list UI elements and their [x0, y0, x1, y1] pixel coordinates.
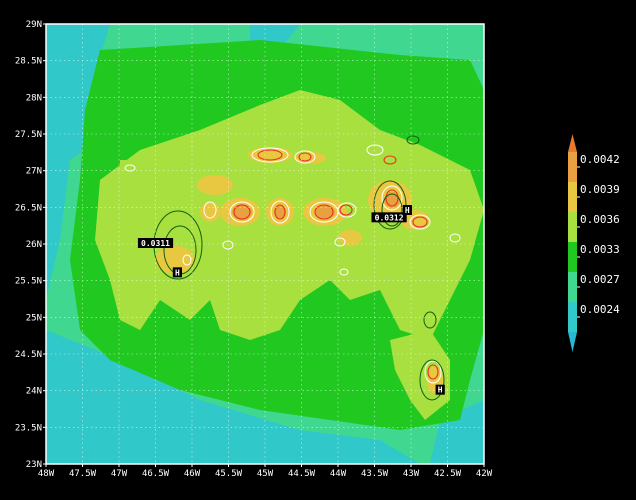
lon-tick-label: 45.5W	[215, 469, 243, 479]
lon-tick-label: 45W	[257, 469, 274, 479]
lat-tick-label: 24.5N	[15, 350, 42, 360]
colorbar-label: 0.0027	[580, 273, 620, 286]
map-plot-area	[46, 24, 484, 464]
latitude-axis: 29N 28.5N 28N 27.5N 27N 26.5N 26N 25.5N 25N 24.5N…	[15, 20, 46, 470]
lat-tick-label: 28.5N	[15, 57, 42, 67]
annotation-box	[172, 267, 182, 278]
annotation-box	[402, 205, 412, 215]
lon-tick-label: 47W	[111, 469, 128, 479]
high-marker: H	[405, 206, 410, 215]
high-marker: H	[438, 386, 443, 395]
lon-tick-label: 47.5W	[69, 469, 97, 479]
colorbar-label: 0.0033	[580, 243, 620, 256]
annotation-box	[137, 238, 174, 248]
lon-tick-label: 46W	[184, 469, 201, 479]
lon-tick-label: 42W	[476, 469, 493, 479]
colorbar-segment	[568, 242, 577, 272]
colorbar-segment	[568, 212, 577, 242]
map-gridlines	[46, 24, 484, 464]
colorbar-segment	[568, 182, 577, 212]
lat-tick-label: 25N	[26, 313, 42, 323]
annotation-box	[435, 384, 445, 395]
lat-tick-label: 23N	[26, 460, 42, 470]
lon-tick-label: 46.5W	[142, 469, 170, 479]
lon-tick-label: 44.5W	[288, 469, 316, 479]
lon-tick-label: 43W	[403, 469, 420, 479]
lon-tick-label: 48W	[38, 469, 55, 479]
lat-tick-label: 27.5N	[15, 130, 42, 140]
high-marker: H	[175, 268, 180, 277]
lat-tick-label: 27N	[26, 167, 42, 177]
lat-tick-label: 23.5N	[15, 423, 42, 433]
lat-tick-label: 25.5N	[15, 277, 42, 287]
colorbar-extend-top	[568, 134, 577, 152]
longitude-axis: 48W 47.5W 47W 46.5W 46W 45.5W 45W 44.5W 44W 43.5W…	[38, 464, 493, 479]
colorbar-segment	[568, 152, 577, 182]
lat-tick-label: 26.5N	[15, 203, 42, 213]
low-value-regions	[46, 24, 484, 464]
annotation-box	[371, 212, 407, 223]
colorbar-extend-bottom	[568, 332, 577, 352]
colorbar-segment	[568, 272, 577, 302]
value-label: 0.0312	[375, 213, 404, 222]
lat-tick-label: 29N	[26, 20, 42, 30]
colorbar: 0.0042 0.0039 0.0036 0.0033 0.0027 0.0024	[568, 134, 620, 352]
lat-tick-label: 24N	[26, 387, 42, 397]
colorbar-label: 0.0024	[580, 303, 620, 316]
contours-red	[233, 149, 439, 380]
colorbar-label: 0.0042	[580, 153, 620, 166]
lon-tick-label: 43.5W	[361, 469, 389, 479]
value-label: 0.0311	[141, 239, 170, 248]
colorbar-label: 0.0039	[580, 183, 620, 196]
colorbar-label: 0.0036	[580, 213, 620, 226]
lat-tick-label: 26N	[26, 240, 42, 250]
colorbar-segment	[568, 302, 577, 332]
contours-white	[124, 144, 461, 384]
lon-tick-label: 44W	[330, 469, 347, 479]
lat-tick-label: 28N	[26, 93, 42, 103]
lon-tick-label: 42.5W	[434, 469, 462, 479]
